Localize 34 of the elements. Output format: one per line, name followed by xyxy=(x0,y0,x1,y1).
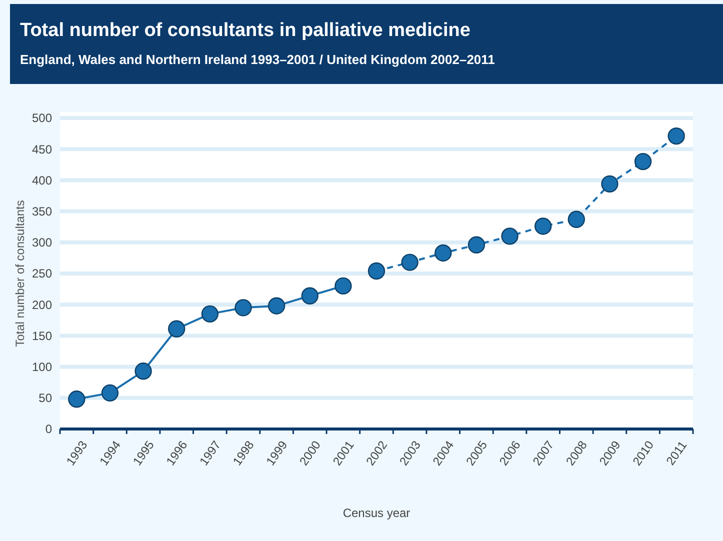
y-tick-label: 350 xyxy=(32,204,52,218)
x-axis-title: Census year xyxy=(342,506,410,520)
point xyxy=(268,297,286,314)
point xyxy=(68,390,86,408)
point xyxy=(234,299,252,316)
chart-title: Total number of consultants in palliative medicine xyxy=(20,20,470,41)
point xyxy=(434,244,452,262)
y-tick-label: 450 xyxy=(32,142,52,156)
point xyxy=(334,277,352,295)
y-tick-label: 50 xyxy=(38,391,52,406)
chart-subtitle: England, Wales and Northern Ireland 1993–2001 / United Kingdom 2002–2011 xyxy=(20,52,495,67)
point xyxy=(401,254,418,271)
point xyxy=(601,175,618,193)
y-tick-label: 150 xyxy=(32,328,52,343)
y-tick-label: 500 xyxy=(32,111,52,126)
y-axis-title: Total number of consultants xyxy=(13,200,27,347)
y-tick-label: 250 xyxy=(32,266,52,281)
point xyxy=(634,152,652,170)
point xyxy=(568,210,585,228)
y-tick-label: 100 xyxy=(32,360,52,374)
point xyxy=(168,320,186,338)
point xyxy=(368,262,386,280)
point xyxy=(468,236,486,254)
y-tick-label: 400 xyxy=(32,173,52,188)
y-tick-label: 300 xyxy=(32,236,52,250)
point xyxy=(668,127,685,145)
y-tick-label: 0 xyxy=(45,422,52,436)
point xyxy=(534,218,552,235)
point xyxy=(501,228,518,245)
y-tick-label: 200 xyxy=(32,298,52,312)
point xyxy=(201,305,219,323)
point xyxy=(101,384,119,402)
point xyxy=(301,287,318,304)
point xyxy=(134,362,152,380)
